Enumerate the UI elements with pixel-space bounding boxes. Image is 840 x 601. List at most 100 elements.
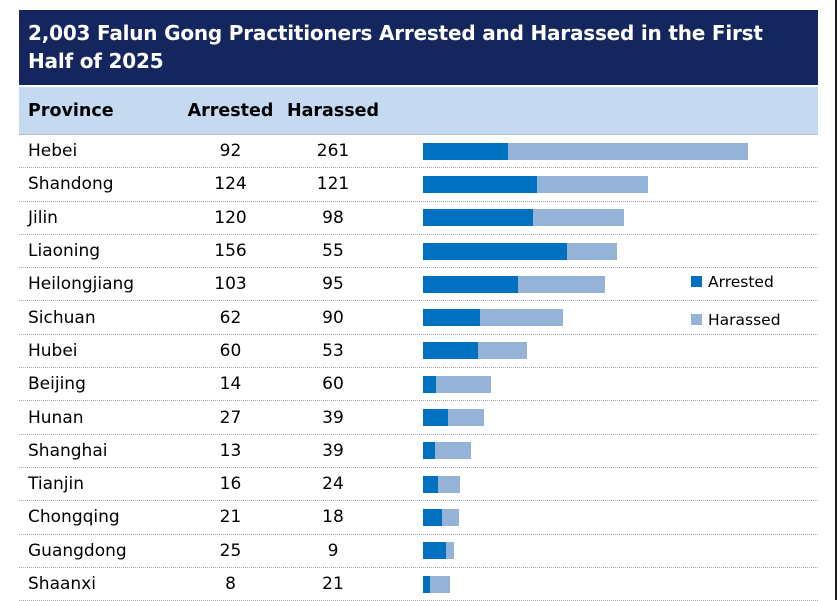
harassed-cell: 90 — [322, 307, 344, 328]
arrested-cell: 92 — [219, 141, 242, 162]
arrested-cell: 156 — [214, 241, 247, 262]
table-row: Hebei 92 261 — [19, 135, 818, 169]
table-row: Tianjin 16 24 — [19, 468, 818, 502]
stacked-bar — [423, 401, 818, 433]
column-header-harassed: Harassed — [286, 100, 380, 121]
arrested-cell: 103 — [214, 274, 247, 295]
table-row: Beijing 14 60 — [19, 368, 818, 402]
table-row: Hubei 60 53 — [19, 335, 818, 369]
arrested-bar-segment — [423, 242, 567, 260]
arrested-cell: 16 — [219, 474, 242, 495]
stacked-bar — [423, 468, 818, 500]
arrested-bar-segment — [423, 175, 538, 193]
table-row: Shaanxi 8 21 — [19, 568, 818, 601]
province-cell: Shanghai — [28, 440, 108, 461]
harassed-cell: 95 — [322, 274, 344, 295]
stacked-bar — [423, 368, 818, 400]
harassed-bar-segment — [442, 508, 459, 526]
arrested-bar-segment — [423, 442, 435, 460]
province-cell: Beijing — [28, 374, 86, 395]
table-row: Chongqing 21 18 — [19, 501, 818, 535]
province-cell: Jilin — [28, 207, 58, 228]
arrested-cell: 25 — [219, 540, 242, 561]
province-cell: Hunan — [28, 407, 84, 428]
legend-label: Harassed — [708, 310, 781, 329]
arrested-cell: 13 — [219, 440, 242, 461]
harassed-legend-swatch-icon — [691, 314, 702, 325]
table-row: Guangdong 25 9 — [19, 535, 818, 568]
arrested-bar-segment — [423, 409, 448, 427]
province-cell: Sichuan — [28, 307, 96, 328]
table-row: Jilin 120 98 — [19, 202, 818, 235]
province-cell: Guangdong — [28, 540, 127, 561]
province-cell: Liaoning — [28, 241, 101, 262]
stacked-bar — [423, 335, 818, 367]
arrested-bar-segment — [423, 375, 436, 393]
column-header-arrested: Arrested — [187, 100, 274, 121]
harassed-bar-segment — [517, 275, 606, 293]
harassed-cell: 53 — [322, 340, 344, 361]
stacked-bar — [423, 268, 818, 300]
harassed-bar-segment — [435, 375, 492, 393]
stacked-bar — [423, 435, 818, 467]
window-right-border — [835, 0, 837, 600]
table-row: Hunan 27 39 — [19, 401, 818, 435]
table-row: Heilongjiang 103 95 — [19, 268, 818, 302]
arrested-cell: 27 — [219, 407, 242, 428]
legend-item-harassed: Harassed — [691, 310, 781, 329]
chart-title: 2,003 Falun Gong Practitioners Arrested … — [19, 10, 818, 85]
province-cell: Heilongjiang — [28, 274, 135, 295]
stacked-bar — [423, 535, 818, 567]
column-header-bars-spacer — [423, 87, 818, 134]
province-cell: Shandong — [28, 174, 114, 195]
harassed-bar-segment — [434, 442, 471, 460]
harassed-cell: 18 — [322, 507, 344, 528]
table-row: Sichuan 62 90 — [19, 301, 818, 335]
harassed-cell: 39 — [322, 407, 344, 428]
harassed-bar-segment — [447, 409, 484, 427]
stacked-bar — [423, 168, 818, 200]
arrested-cell: 8 — [225, 574, 236, 594]
stacked-bar — [423, 501, 818, 533]
harassed-bar-segment — [537, 175, 649, 193]
arrested-cell: 124 — [214, 174, 247, 195]
arrested-bar-segment — [423, 575, 431, 593]
province-cell: Shaanxi — [28, 574, 96, 594]
chart-legend: Arrested Harassed — [691, 272, 781, 348]
arrested-bar-segment — [423, 508, 443, 526]
harassed-cell: 21 — [322, 574, 344, 594]
arrested-bar-segment — [423, 475, 438, 493]
legend-item-arrested: Arrested — [691, 272, 781, 291]
province-cell: Hebei — [28, 141, 78, 162]
arrested-bar-segment — [423, 342, 479, 360]
arrested-bar-segment — [423, 275, 518, 293]
harassed-bar-segment — [478, 342, 527, 360]
harassed-cell: 121 — [316, 174, 350, 195]
column-header-province: Province — [28, 100, 114, 121]
harassed-bar-segment — [566, 242, 618, 260]
table-body: Hebei 92 261 Shandong 124 121 Jilin 120 … — [19, 135, 818, 601]
harassed-cell: 261 — [316, 141, 350, 162]
stacked-bar — [423, 202, 818, 234]
arrested-cell: 14 — [219, 374, 242, 395]
province-cell: Chongqing — [28, 507, 120, 528]
arrested-cell: 62 — [219, 307, 242, 328]
province-cell: Hubei — [28, 340, 78, 361]
harassed-cell: 24 — [322, 474, 344, 495]
stacked-bar — [423, 301, 818, 333]
stacked-bar — [423, 235, 818, 267]
stacked-bar — [423, 568, 818, 600]
arrested-bar-segment — [423, 542, 446, 560]
arrested-bar-segment — [423, 142, 508, 160]
province-cell: Tianjin — [28, 474, 84, 495]
arrested-bar-segment — [423, 209, 534, 227]
arrested-bar-segment — [423, 309, 481, 327]
arrested-legend-swatch-icon — [691, 276, 702, 287]
stacked-bar — [423, 135, 818, 167]
table-header-row: Province Arrested Harassed — [19, 87, 818, 135]
infographic: 2,003 Falun Gong Practitioners Arrested … — [19, 10, 818, 601]
harassed-cell: 98 — [322, 207, 344, 228]
harassed-bar-segment — [533, 209, 624, 227]
arrested-cell: 60 — [219, 340, 242, 361]
table-row: Shandong 124 121 — [19, 168, 818, 202]
